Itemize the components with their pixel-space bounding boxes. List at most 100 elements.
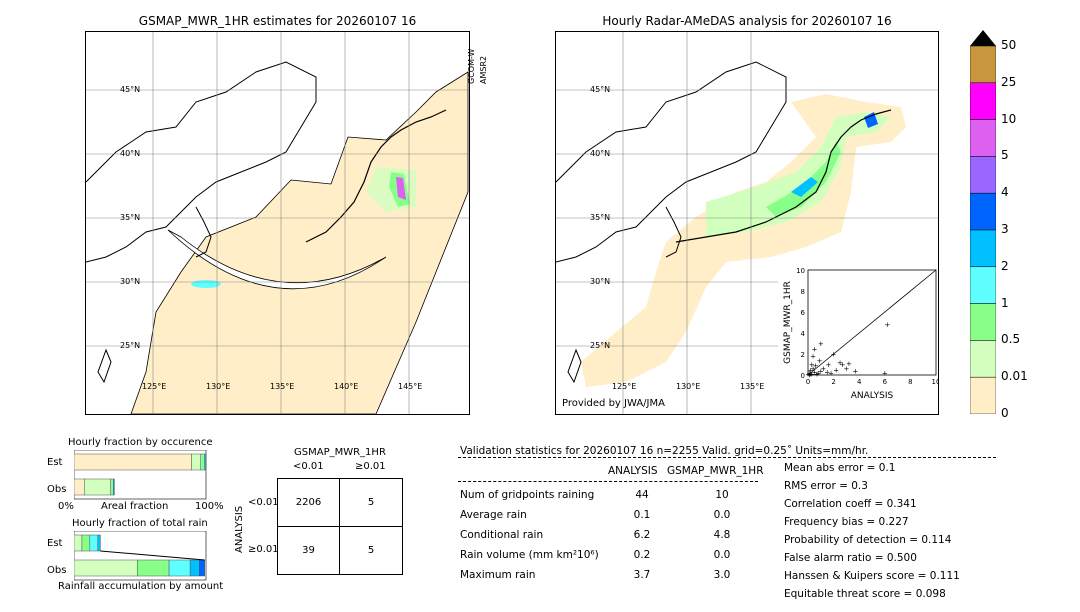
validation-header-rule: [458, 457, 996, 458]
left-map-canvas: [86, 32, 469, 414]
colorbar-segment: [969, 119, 997, 157]
right-map: 45°N 40°N 35°N 30°N 25°N 125°E 130°E 135…: [555, 31, 939, 415]
scatter-x-tick: 8: [908, 378, 912, 386]
scatter-x-tick: 0: [806, 378, 810, 386]
scatter-point: +: [813, 362, 819, 370]
right-map-credit: Provided by JWA/JMA: [562, 398, 665, 409]
validation-row-gsmap: 3.0: [713, 569, 731, 581]
validation-row-label: Conditional rain: [460, 529, 544, 541]
right-coast-taiwan: [567, 348, 582, 384]
scatter-point: +: [820, 365, 826, 373]
bar-segment: [74, 559, 138, 577]
left-lat-label-40: 40°N: [120, 149, 141, 158]
left-lat-label-30: 30°N: [120, 277, 141, 286]
validation-score: Correlation coeff = 0.341: [784, 498, 917, 510]
scatter-point: +: [810, 365, 816, 373]
validation-row-label: Maximum rain: [460, 569, 536, 581]
bar-segment: [84, 478, 111, 496]
scatter-point: +: [826, 361, 832, 369]
colorbar-label: 3: [1001, 222, 1009, 236]
scatter-y-tick: 0: [801, 372, 805, 380]
scatter-point: +: [818, 367, 824, 375]
right-radar-core: [864, 112, 878, 128]
right-radar-moderate: [766, 142, 841, 217]
validation-row-label: Num of gridpoints raining: [460, 489, 595, 501]
validation-col-rule: [458, 481, 758, 482]
validation-score: Mean abs error = 0.1: [784, 462, 896, 474]
bar-segment: [74, 478, 85, 496]
scatter-y-tick: 6: [801, 309, 806, 317]
validation-score: Hanssen & Kuipers score = 0.111: [784, 570, 960, 582]
validation-row-gsmap: 10: [715, 489, 729, 501]
scatter-x-tick: 10: [932, 378, 938, 386]
bar-segment: [74, 534, 83, 552]
scatter-point: +: [843, 365, 849, 373]
colorbar-label: 2: [1001, 258, 1009, 273]
left-coast-asia: [86, 61, 317, 263]
colorbar-segment: [969, 340, 997, 378]
validation-row-gsmap: 0.0: [713, 509, 731, 521]
scatter-point: +: [811, 345, 817, 353]
contingency-cell-0-0: 2206: [295, 497, 322, 508]
scatter-point: +: [817, 357, 823, 365]
scatter-diagonal: [807, 269, 937, 376]
bar-segment: [89, 534, 99, 552]
left-coast-korea: [195, 206, 212, 258]
scatter-inset: 02468100246810++++++++++++++++++++++++++…: [778, 265, 938, 412]
validation-score: RMS error = 0.3: [784, 480, 868, 492]
scatter-point: +: [810, 353, 816, 361]
right-map-canvas: [556, 32, 938, 414]
scatter-point: +: [824, 368, 830, 376]
colorbar-label: 10: [1001, 111, 1017, 126]
left-swath-gap: [167, 229, 387, 290]
scatter-y-tick: 8: [801, 288, 805, 296]
contingency-col-ge: ≥0.01: [355, 461, 386, 472]
contingency-cell-0-1: 5: [367, 497, 375, 508]
scatter-point: +: [808, 370, 814, 378]
scatter-x-tick: 4: [857, 378, 862, 386]
scatter-point: +: [840, 361, 846, 369]
validation-score: Probability of detection = 0.114: [784, 534, 952, 546]
right-lat-label-45: 45°N: [590, 85, 611, 94]
total-rain-obs-label: Obs: [47, 565, 67, 576]
colorbar-extend-arrow: [970, 30, 996, 46]
right-lat-label-40: 40°N: [590, 149, 611, 158]
colorbar-label: 50: [1001, 38, 1017, 52]
bar-segment: [81, 534, 91, 552]
left-lon-label-140: 140°E: [334, 382, 359, 391]
contingency-col-lt: <0.01: [293, 461, 324, 472]
scatter-point: +: [833, 366, 839, 374]
occurence-title: Hourly fraction by occurence: [68, 437, 213, 448]
colorbar: [969, 30, 997, 415]
left-lat-label-45: 45°N: [120, 85, 141, 94]
bar-segment: [168, 559, 191, 577]
occ-svg-axes: [74, 450, 207, 500]
scatter-point: +: [828, 369, 834, 377]
colorbar-segment: [969, 229, 997, 268]
bar-segment: [97, 534, 101, 552]
scatter-point: +: [811, 368, 817, 376]
left-gridlines: [86, 32, 469, 414]
right-coast-japan: [675, 109, 892, 243]
scatter-plot: 02468100246810++++++++++++++++++++++++++…: [783, 267, 938, 401]
bar-segment: [113, 478, 115, 496]
contingency-grid: 2206 5 39 5: [277, 478, 403, 575]
occurence-obs-label: Obs: [47, 484, 67, 495]
left-lon-label-145: 145°E: [398, 382, 423, 391]
right-radar-light: [706, 112, 891, 237]
right-map-title: Hourly Radar-AMeDAS analysis for 2026010…: [602, 14, 892, 28]
total-rain-est-label: Est: [47, 538, 63, 549]
colorbar-segment: [969, 82, 997, 120]
bar-segment: [200, 453, 205, 471]
bar-segment: [189, 559, 200, 577]
total-rain-chart: [74, 531, 207, 581]
left-lat-label-25: 25°N: [120, 341, 141, 350]
left-lon-label-135: 135°E: [270, 382, 295, 391]
colorbar-label: 25: [1001, 74, 1017, 89]
occurence-x-label: Areal fraction: [101, 501, 169, 512]
right-lat-label-35: 35°N: [590, 213, 611, 222]
scatter-point: +: [837, 359, 843, 367]
left-map: 45°N 40°N 35°N 30°N 25°N 125°E 130°E 135…: [85, 31, 470, 415]
colorbar-segment: [969, 303, 997, 341]
scatter-point: +: [806, 372, 812, 380]
